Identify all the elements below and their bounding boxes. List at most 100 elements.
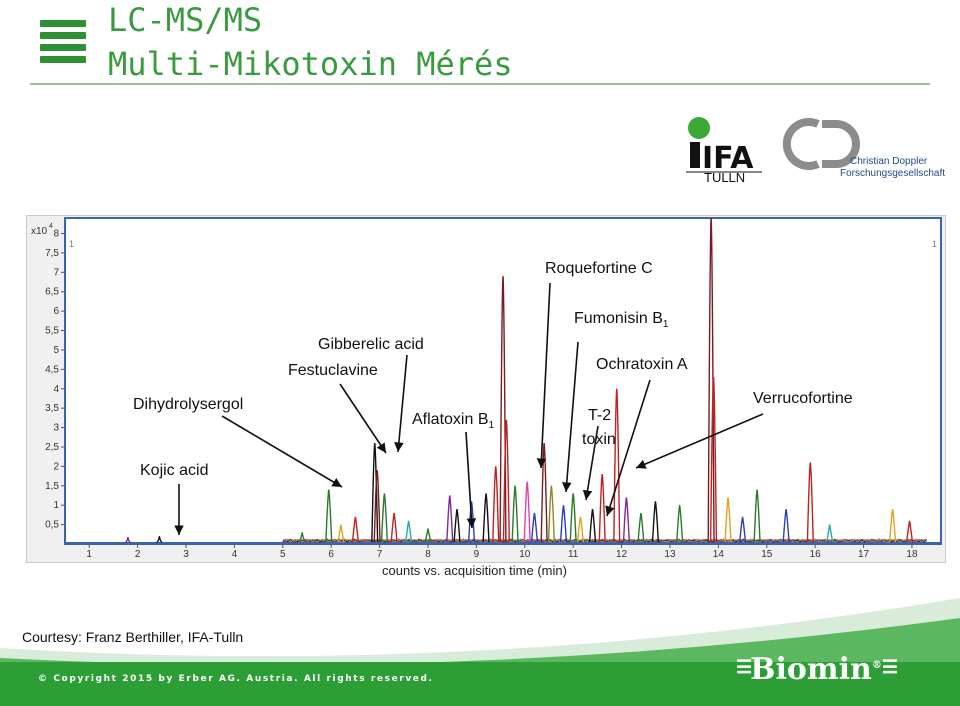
- plot-area: [64, 217, 942, 545]
- x-tick-label: 3: [183, 549, 189, 560]
- biomin-lines-icon: ☰: [736, 657, 752, 678]
- chromatogram-peak: [738, 516, 747, 543]
- arrow-ochratoxin: [605, 379, 651, 517]
- chromatogram-peak: [707, 217, 715, 543]
- chromatogram-peak: [523, 481, 531, 543]
- y-tick-label: 2,5: [45, 442, 59, 453]
- chromatogram-peak: [782, 508, 790, 543]
- y-multiplier-exp: 4: [49, 223, 53, 230]
- label-ochratoxin-a: Ochratoxin A: [596, 356, 688, 373]
- chromatogram-peak: [598, 474, 606, 543]
- arrow-verrucofortine: [635, 413, 764, 469]
- label-kojic-acid: Kojic acid: [140, 462, 209, 479]
- x-tick-label: 14: [713, 549, 725, 560]
- corner-label-left: 1: [69, 239, 74, 249]
- x-tick-label: 8: [425, 549, 431, 560]
- chromatogram-peak: [511, 485, 519, 543]
- x-tick-label: 9: [474, 549, 480, 560]
- x-tick-label: 5: [280, 549, 286, 560]
- cd-logo-icon: [782, 118, 860, 170]
- x-tick-label: 1: [86, 549, 92, 560]
- label-roquefortine-c: Roquefortine C: [545, 260, 653, 277]
- chromatogram-peak: [492, 466, 500, 543]
- fumonisin-text: Fumonisin B: [574, 310, 663, 327]
- chromatogram-peak: [424, 528, 432, 543]
- y-tick-label: 0,5: [45, 520, 59, 531]
- x-tick-label: 6: [328, 549, 334, 560]
- chromatogram-peak: [499, 276, 507, 543]
- corner-label-right: 1: [932, 239, 937, 249]
- x-tick-label: 2: [135, 549, 141, 560]
- chromatogram-peak: [351, 516, 359, 543]
- x-tick-label: 12: [616, 549, 628, 560]
- fumonisin-subscript: 1: [662, 319, 669, 331]
- chromatogram-peak: [753, 489, 761, 543]
- arrow-aflatoxin: [465, 431, 477, 529]
- title-line-1: LC-MS/MS: [108, 1, 263, 39]
- x-tick-label: 18: [906, 549, 918, 560]
- y-tick-label: 7: [53, 267, 59, 278]
- y-tick-label: 5,5: [45, 326, 59, 337]
- slide-menu-logo: [40, 20, 86, 68]
- chromatogram-peak: [373, 470, 381, 543]
- arrow-t2-toxin: [582, 425, 599, 501]
- y-tick-label: 5: [53, 345, 59, 356]
- y-tick-label: 3,5: [45, 403, 59, 414]
- chromatogram-peak: [569, 493, 577, 543]
- y-tick-label: 1,5: [45, 481, 59, 492]
- x-tick-label: 17: [858, 549, 870, 560]
- y-tick-label: 1: [53, 500, 59, 511]
- label-verrucofortine: Verrucofortine: [753, 390, 853, 407]
- label-t2-line2: toxin: [582, 431, 616, 448]
- chromatogram-chart: x10 4 1 1 87,576,565,554,543,532,521,510…: [31, 217, 942, 560]
- chromatogram-peak: [576, 516, 585, 543]
- chromatogram-peak: [547, 485, 556, 543]
- chromatogram-peak: [390, 512, 398, 543]
- chromatogram-peak: [724, 497, 732, 543]
- cd-logo-line1: Christian Doppler: [850, 156, 928, 167]
- x-tick-label: 4: [232, 549, 238, 560]
- chromatogram-peak: [651, 501, 660, 543]
- chromatogram-peak: [156, 536, 163, 543]
- x-axis-label: counts vs. acquisition time (min): [382, 563, 567, 578]
- chromatogram-peak: [806, 462, 814, 543]
- arrow-dihydrolysergol: [221, 415, 343, 488]
- arrow-festuclavine: [339, 383, 387, 454]
- chromatogram-peak: [453, 508, 461, 543]
- x-tick-label: 16: [810, 549, 822, 560]
- biomin-logo: ☰Biomin®☰: [736, 652, 898, 687]
- chromatogram-peak: [709, 377, 718, 543]
- y-tick-label: 6: [53, 306, 59, 317]
- label-fumonisin-b1: Fumonisin B1: [574, 310, 668, 330]
- y-tick-label: 3: [53, 423, 59, 434]
- ifa-logo-subtext: TULLN: [704, 170, 746, 185]
- label-aflatoxin-b1: Aflatoxin B1: [412, 411, 494, 431]
- arrow-gibberelic-acid: [394, 354, 408, 453]
- y-tick-label: 4,5: [45, 364, 59, 375]
- chromatogram-peak: [502, 419, 510, 543]
- y-multiplier-label: x10: [31, 226, 48, 237]
- footer-bar: [0, 662, 960, 706]
- chromatogram-peak: [380, 493, 389, 543]
- chromatogram-peak: [325, 489, 333, 543]
- title-divider: [30, 83, 930, 85]
- chromatogram-peak: [124, 536, 132, 543]
- label-t2-line1: T-2: [588, 407, 612, 424]
- label-gibberelic-acid: Gibberelic acid: [318, 336, 424, 353]
- label-festuclavine: Festuclavine: [288, 362, 378, 379]
- arrow-roquefortine: [536, 282, 551, 469]
- aflatoxin-subscript: 1: [488, 420, 495, 432]
- y-tick-label: 8: [53, 229, 59, 240]
- chromatogram-peak: [482, 493, 490, 543]
- biomin-wordmark: Biomin: [750, 652, 872, 687]
- chromatogram-peak: [298, 532, 306, 543]
- chromatogram-peak: [337, 524, 345, 543]
- chromatogram-peak: [622, 497, 631, 543]
- y-tick-label: 4: [53, 384, 59, 395]
- chromatogram-peak: [613, 388, 621, 543]
- chromatogram-peak: [530, 512, 539, 543]
- chromatogram-peak: [826, 524, 834, 543]
- copyright-text: © Copyright 2015 by Erber AG. Austria. A…: [38, 674, 434, 684]
- x-tick-label: 13: [664, 549, 676, 560]
